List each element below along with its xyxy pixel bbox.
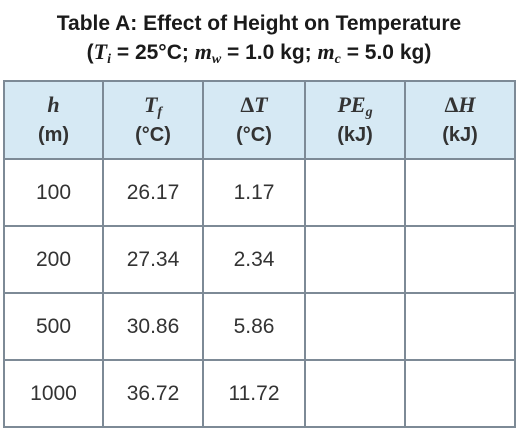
cell-delta-enthalpy[interactable] [404,225,516,294]
cell-potential-energy[interactable] [304,158,406,227]
table-row: 200 27.34 2.34 [3,225,516,294]
ti-symbol: Ti [93,39,111,67]
cell-delta-temp: 1.17 [202,158,306,227]
cell-final-temp: 36.72 [102,359,204,428]
cell-delta-enthalpy[interactable] [404,359,516,428]
cell-potential-energy[interactable] [304,359,406,428]
title-line-2: (Ti = 25°C; mw = 1.0 kg; mc = 5.0 kg) [86,39,432,67]
table-title: Table A: Effect of Height on Temperature… [0,0,518,80]
cell-delta-enthalpy[interactable] [404,158,516,227]
cell-delta-temp: 5.86 [202,292,306,361]
mc-value: = 5.0 kg) [346,41,432,64]
cell-potential-energy[interactable] [304,225,406,294]
cell-height: 500 [3,292,104,361]
cell-final-temp: 26.17 [102,158,204,227]
header-potential-energy: PEg (kJ) [304,80,406,160]
mc-symbol: mc [317,39,341,67]
cell-height: 100 [3,158,104,227]
table-row: 1000 36.72 11.72 [3,359,516,428]
header-delta-temp: ΔT (°C) [202,80,306,160]
cell-delta-temp: 2.34 [202,225,306,294]
data-table: h (m) Tf (°C) ΔT (°C) PEg (kJ) ΔH (kJ) 1… [3,80,516,428]
cell-height: 200 [3,225,104,294]
mw-symbol: mw [194,39,222,67]
cell-height: 1000 [3,359,104,428]
cell-delta-enthalpy[interactable] [404,292,516,361]
cell-final-temp: 27.34 [102,225,204,294]
header-height: h (m) [3,80,104,160]
header-final-temp: Tf (°C) [102,80,204,160]
ti-value: = 25°C; [116,41,189,64]
header-delta-enthalpy: ΔH (kJ) [404,80,516,160]
mw-value: = 1.0 kg; [227,41,312,64]
cell-potential-energy[interactable] [304,292,406,361]
cell-delta-temp: 11.72 [202,359,306,428]
cell-final-temp: 30.86 [102,292,204,361]
header-row: h (m) Tf (°C) ΔT (°C) PEg (kJ) ΔH (kJ) [3,80,516,160]
table-row: 500 30.86 5.86 [3,292,516,361]
table-row: 100 26.17 1.17 [3,158,516,227]
title-line-1: Table A: Effect of Height on Temperature [56,12,462,35]
